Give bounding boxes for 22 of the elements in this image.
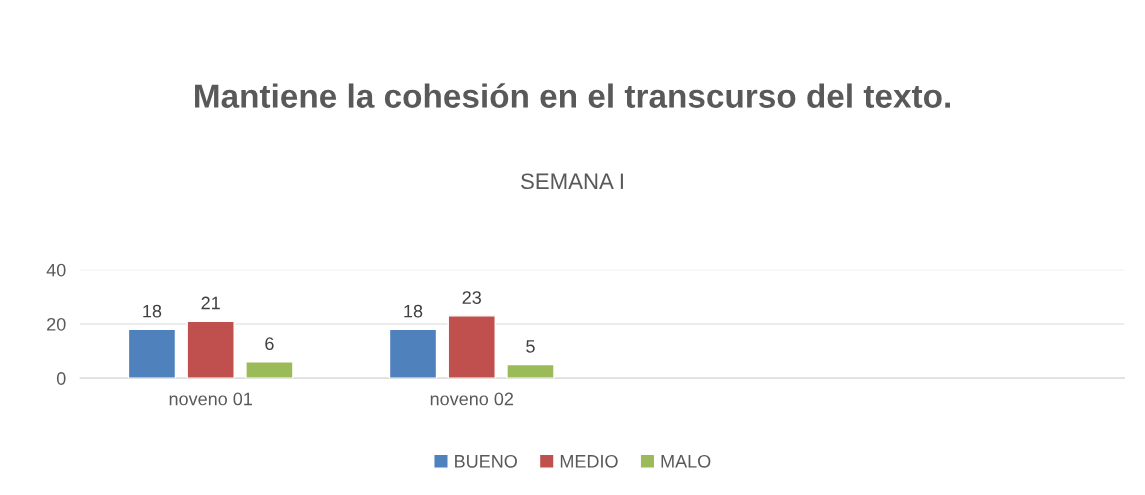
chart-subtitle: SEMANA I — [521, 173, 623, 190]
bar — [245, 361, 294, 379]
data-label: 6 — [265, 337, 274, 351]
data-label: 23 — [462, 291, 481, 304]
legend-label: MALO — [661, 454, 711, 468]
data-label: 5 — [526, 340, 535, 353]
bar — [447, 315, 496, 379]
data-label: 18 — [143, 304, 162, 318]
x-tick-label: noveno 02 — [430, 392, 514, 406]
bar — [127, 328, 177, 379]
chart-title: Mantiene la cohesión en el transcurso del texto. — [195, 83, 950, 108]
bar — [388, 328, 438, 379]
y-tick-label: 40 — [46, 263, 66, 277]
y-tick-label: 0 — [56, 372, 66, 385]
bar — [186, 320, 235, 379]
legend-label: BUENO — [455, 454, 517, 468]
legend-label: MEDIO — [560, 454, 618, 468]
data-label: 18 — [404, 304, 423, 318]
x-tick-label: noveno 01 — [169, 392, 252, 406]
data-label: 21 — [201, 296, 220, 310]
bar — [506, 363, 555, 379]
y-tick-label: 20 — [47, 317, 66, 331]
